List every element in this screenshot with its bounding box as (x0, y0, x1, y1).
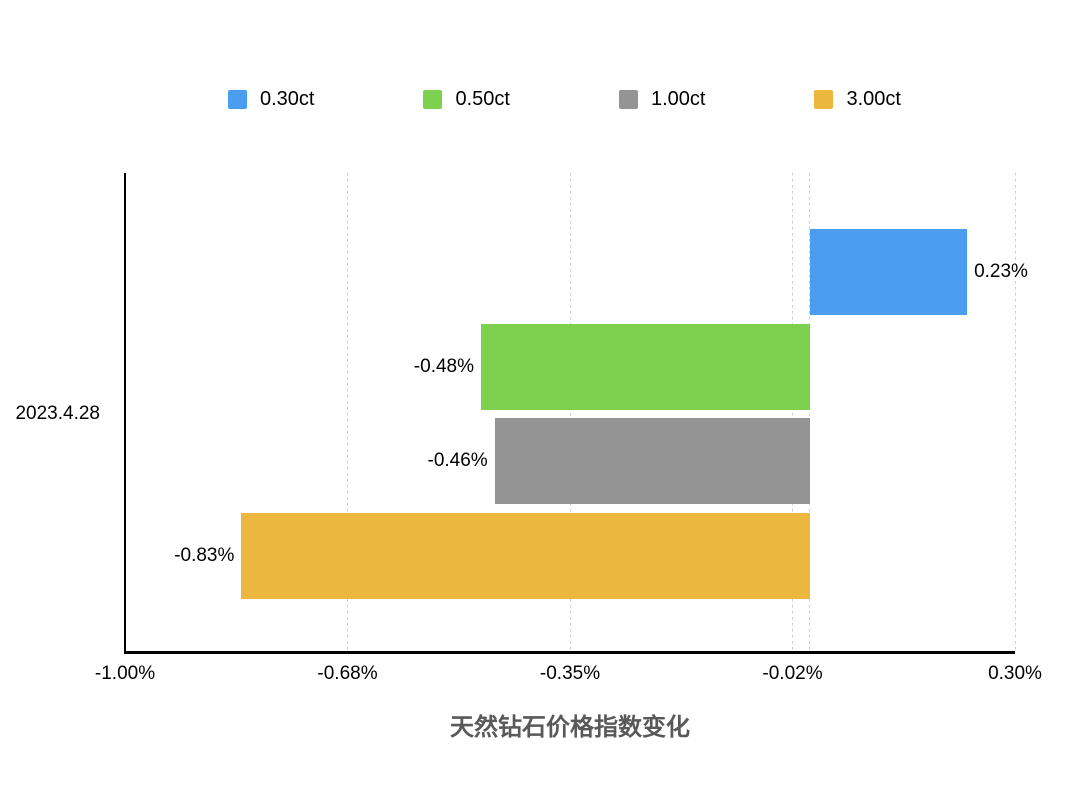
x-tick-label: -0.35% (539, 663, 601, 684)
x-tick-label: -0.68% (317, 663, 378, 684)
legend-item-0.30ct[interactable]: 0.30ct (228, 89, 314, 109)
bar-1.00ct[interactable] (494, 418, 810, 504)
chart-title: 天然钻石价格指数变化 (450, 714, 690, 741)
legend-label: 1.00ct (650, 88, 706, 110)
zero-baseline (809, 173, 811, 651)
gridline--0.68% (347, 173, 348, 651)
legend-swatch-icon (228, 89, 247, 109)
legend-label: 0.30ct (260, 88, 315, 110)
legend: 0.30ct 0.50ct 1.00ct 3.00ct (228, 89, 901, 109)
y-axis-line (123, 173, 126, 652)
bar-value-label: -0.46% (427, 450, 488, 471)
gridline-0.30% (1014, 173, 1016, 651)
gridline--0.02% (792, 173, 793, 651)
bar-value-label: 0.23% (974, 261, 1028, 282)
bar-value-label: -0.48% (413, 355, 474, 377)
x-axis-line (123, 651, 1015, 654)
legend-item-1.00ct[interactable]: 1.00ct (618, 88, 706, 110)
legend-item-0.50ct[interactable]: 0.50ct (423, 88, 510, 110)
bar-0.30ct[interactable] (809, 229, 968, 315)
legend-swatch-icon (423, 89, 443, 109)
y-axis-category-label: 2023.4.28 (15, 403, 100, 424)
bar-3.00ct[interactable] (241, 512, 810, 599)
x-tick-label: -0.02% (762, 663, 823, 684)
bar-value-label: -0.83% (174, 544, 235, 566)
bar-0.50ct[interactable] (481, 323, 810, 410)
legend-swatch-icon (814, 89, 834, 109)
x-tick-label: -1.00% (94, 663, 156, 684)
legend-swatch-icon (618, 89, 638, 109)
legend-label: 3.00ct (846, 88, 901, 110)
gridline--0.35% (569, 173, 571, 651)
legend-item-3.00ct[interactable]: 3.00ct (814, 88, 901, 110)
x-tick-label: 0.30% (988, 663, 1042, 684)
legend-label: 0.50ct (455, 88, 510, 110)
